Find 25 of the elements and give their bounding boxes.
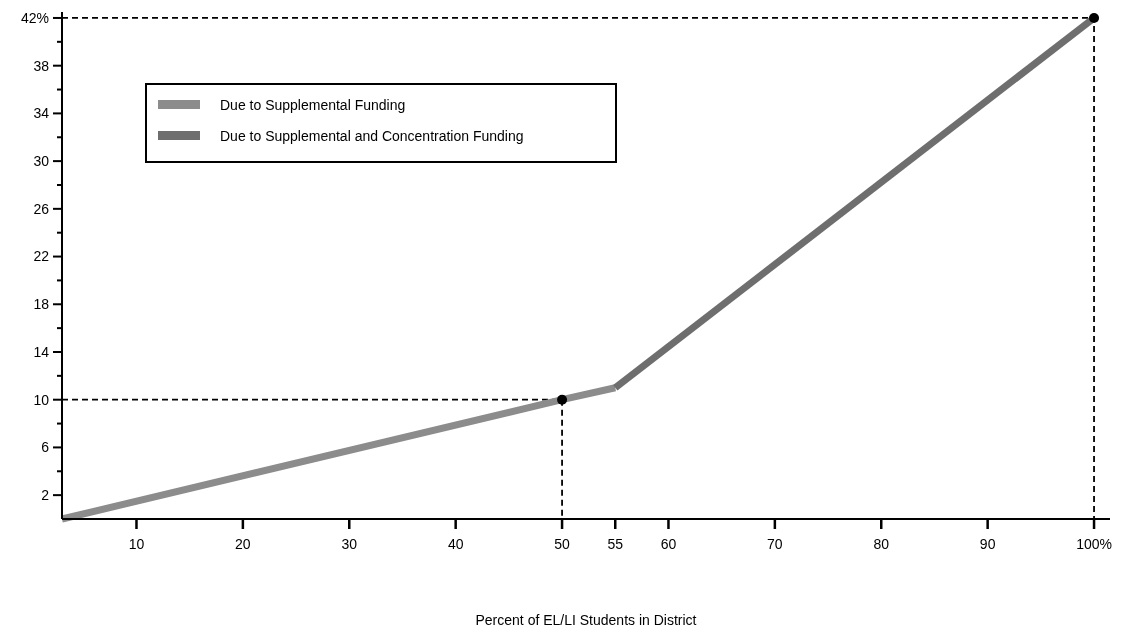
- x-axis-title: Percent of EL/LI Students in District: [475, 612, 697, 628]
- y-tick-label: 14: [33, 343, 50, 360]
- y-tick-label: 30: [33, 153, 50, 170]
- x-tick-label: 50: [554, 536, 571, 552]
- x-tick-label: 30: [341, 536, 358, 552]
- x-tick-label: 40: [447, 536, 464, 552]
- y-tick-label: 22: [33, 248, 50, 265]
- x-tick-label: 70: [767, 536, 783, 552]
- y-tick-label: 42%: [20, 9, 49, 26]
- y-tick-label: 18: [33, 296, 50, 313]
- y-tick-label: 2: [41, 487, 50, 504]
- x-tick-label: 10: [128, 536, 145, 552]
- x-tick-label: 55: [607, 536, 624, 552]
- y-tick-label: 10: [33, 391, 50, 408]
- y-tick-label: 26: [33, 200, 50, 217]
- y-tick-label: 38: [33, 57, 50, 74]
- y-tick-label: 6: [41, 439, 50, 456]
- x-tick-label: 20: [235, 536, 251, 552]
- x-tick-label: 100%: [1076, 536, 1112, 552]
- legend-label: Due to Supplemental Funding: [220, 96, 406, 113]
- y-tick-label: 34: [33, 105, 50, 122]
- x-tick-label: 80: [873, 536, 890, 552]
- x-tick-label: 90: [979, 536, 996, 552]
- legend-label: Due to Supplemental and Concentration Funding: [220, 127, 524, 144]
- x-tick-label: 60: [660, 536, 677, 552]
